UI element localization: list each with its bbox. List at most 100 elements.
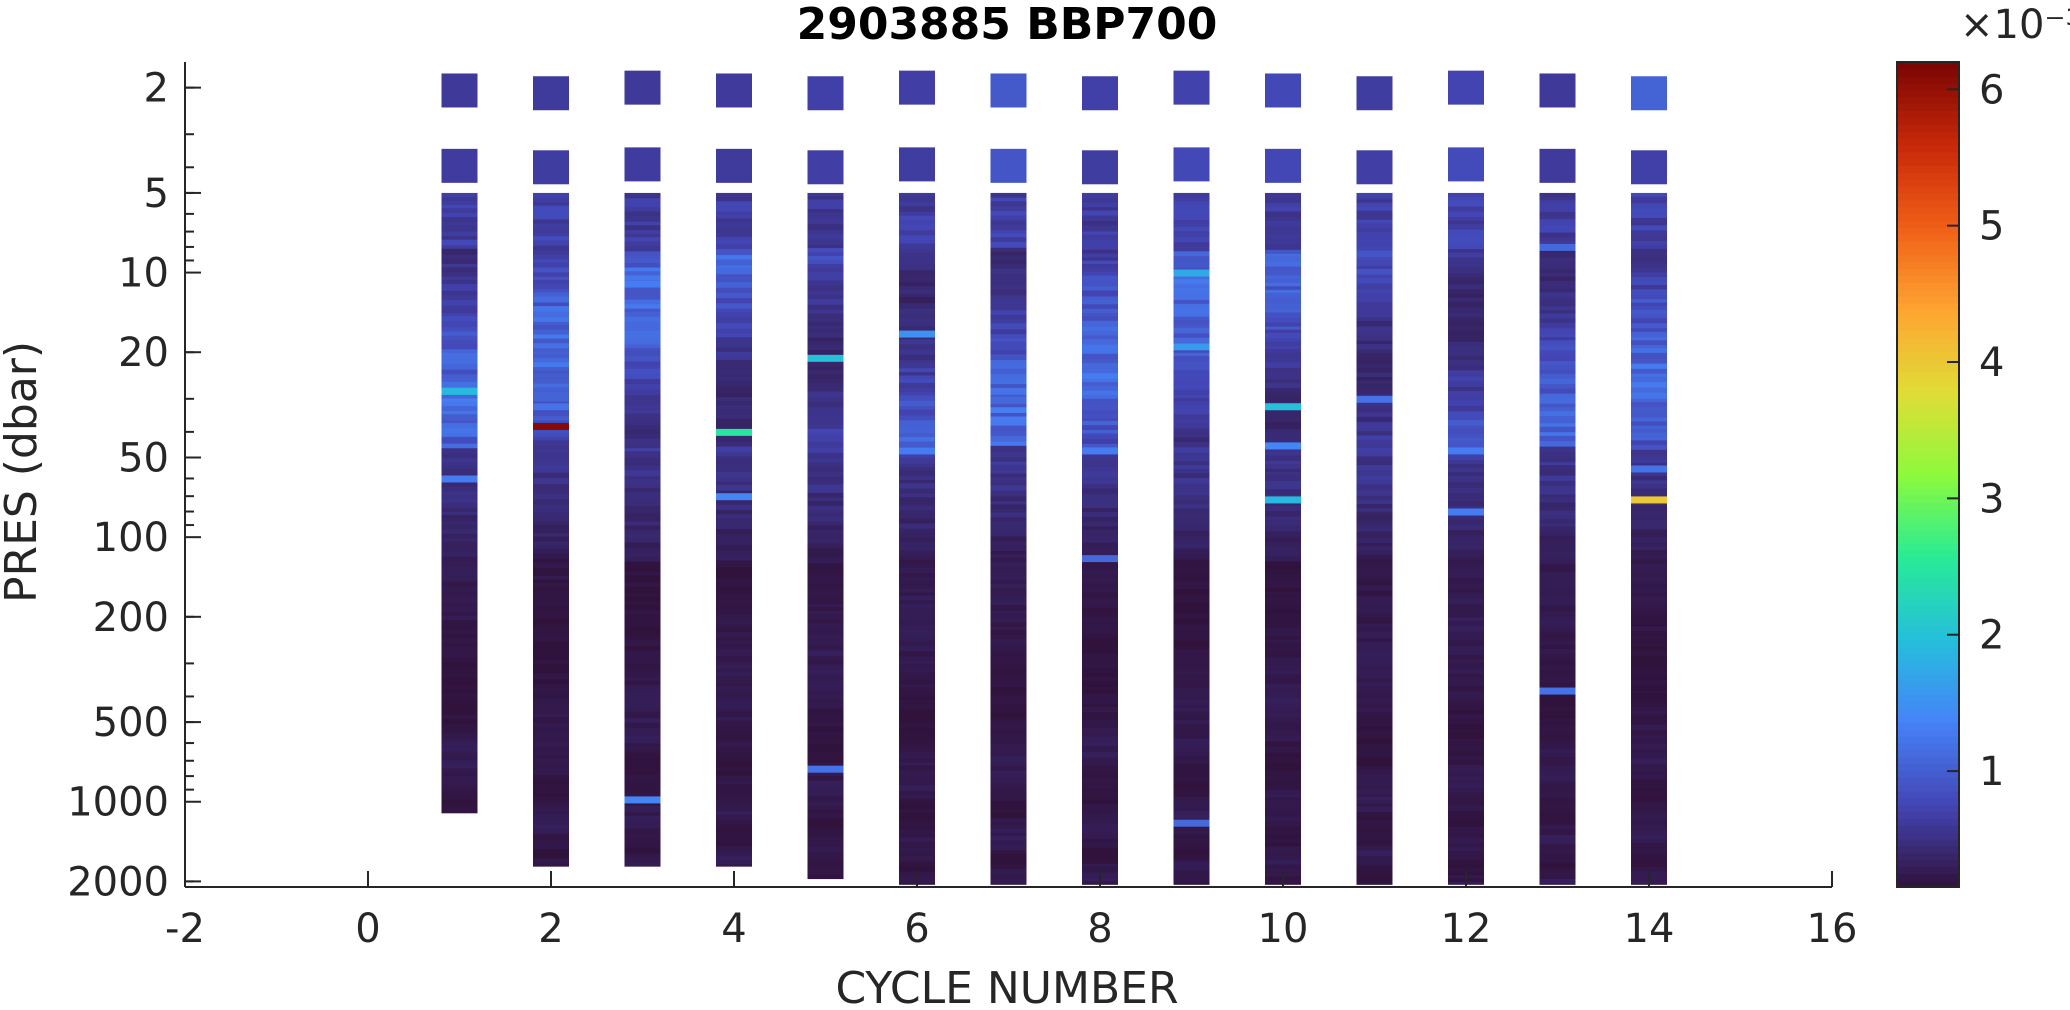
profile-bin <box>1082 842 1118 849</box>
profile-bin <box>716 341 752 348</box>
profile-bin <box>533 302 569 307</box>
profile-bin <box>1082 706 1118 713</box>
profile-bin <box>1082 275 1118 282</box>
profile-bin <box>1539 446 1576 454</box>
profile-bin <box>716 842 752 847</box>
profile-bin <box>807 813 844 820</box>
profile-bin <box>441 812 478 814</box>
surface-sample-cycle-4 <box>716 148 752 183</box>
profile-bin <box>1631 421 1667 427</box>
profile-bin <box>1173 465 1210 470</box>
profile-bin <box>533 528 569 535</box>
profile-bin <box>1448 341 1484 348</box>
profile-bin <box>624 192 661 199</box>
profile-bin <box>807 370 844 375</box>
profile-bin <box>1448 723 1484 731</box>
profile-bin <box>1265 752 1301 758</box>
profile-bin <box>1173 370 1210 376</box>
profile-bin <box>899 837 935 843</box>
profile-bin <box>1631 340 1667 346</box>
profile-bin <box>990 869 1027 876</box>
profile-bin <box>1356 298 1393 303</box>
profile-bin <box>1448 837 1484 844</box>
profile-bin <box>807 471 844 478</box>
profile-bin <box>1539 328 1576 335</box>
profile-bin <box>533 296 569 304</box>
profile-bin <box>1265 448 1301 453</box>
profile-bin <box>1539 403 1576 408</box>
profile-bin <box>807 563 844 568</box>
profile-bin <box>807 415 844 421</box>
profile-bin <box>1448 441 1484 449</box>
profile-bin <box>716 368 752 375</box>
profile-bin <box>533 750 569 757</box>
profile-bin <box>716 833 752 838</box>
profile-bin <box>1082 746 1118 753</box>
profile-bin <box>1631 698 1667 704</box>
profile-bin <box>899 368 935 373</box>
profile-bin <box>441 768 478 773</box>
profile-bin <box>624 538 661 544</box>
profile-bin <box>1356 377 1393 382</box>
profile-bin <box>899 308 935 315</box>
profile-bin <box>441 650 478 655</box>
profile-bin <box>716 308 752 313</box>
profile-bin <box>533 650 569 657</box>
profile-bin <box>1539 780 1576 786</box>
profile-bin <box>1265 289 1301 294</box>
profile-bin <box>1356 568 1393 574</box>
profile-bin <box>1082 320 1118 328</box>
profile-bin <box>1173 776 1210 784</box>
colorbar-segment <box>1897 708 1959 716</box>
profile-bin <box>990 480 1027 487</box>
profile-bin <box>624 262 661 269</box>
profile-bin <box>1539 866 1576 871</box>
profile-bin <box>807 209 844 214</box>
profile-bin <box>716 860 752 866</box>
profile-bin <box>1082 823 1118 830</box>
profile-bin <box>1539 225 1576 231</box>
profile-bin <box>1082 373 1118 380</box>
profile-bin <box>533 722 569 728</box>
profile-bin <box>1082 542 1118 548</box>
profile-bin <box>716 747 752 754</box>
profile-bin <box>533 245 569 251</box>
profile-bin <box>899 321 935 328</box>
profile-bin <box>1082 668 1118 674</box>
profile-bin <box>1356 256 1393 261</box>
profile-bin <box>1539 551 1576 557</box>
profile-bin <box>807 689 844 695</box>
profile-bin <box>990 329 1027 335</box>
profile-bin <box>899 595 935 601</box>
profile-bin <box>1173 374 1210 380</box>
profile-bin <box>1173 679 1210 686</box>
profile-bin <box>441 518 478 523</box>
profile-bin <box>807 851 844 858</box>
profile-bin <box>1631 738 1667 745</box>
profile-bin <box>990 233 1027 238</box>
colorbar-segment <box>1897 667 1959 675</box>
colorbar-segment <box>1897 130 1959 139</box>
profile-bin <box>716 201 752 207</box>
profile-bin <box>1631 706 1667 713</box>
profile-cycle-8 <box>1082 76 1118 885</box>
profile-bin <box>1356 819 1393 826</box>
profile-bin <box>1082 404 1118 411</box>
profile-bin <box>1082 234 1118 240</box>
profile-bin <box>1631 285 1667 291</box>
profile-bin <box>899 339 935 345</box>
profile-bin <box>1265 591 1301 596</box>
profile-bin <box>716 770 752 777</box>
profile-bin <box>716 712 752 718</box>
profile-bin <box>1265 636 1301 641</box>
surface-sample-cycle-7 <box>990 148 1027 183</box>
profile-bin <box>1082 210 1118 217</box>
profile-bin <box>533 489 569 495</box>
profile-bin <box>1082 368 1118 374</box>
profile-bin <box>1356 265 1393 270</box>
profile-bin <box>1082 316 1118 322</box>
profile-bin <box>1539 715 1576 720</box>
profile-bin <box>1082 693 1118 700</box>
profile-bin <box>899 721 935 726</box>
profile-bin <box>441 693 478 698</box>
